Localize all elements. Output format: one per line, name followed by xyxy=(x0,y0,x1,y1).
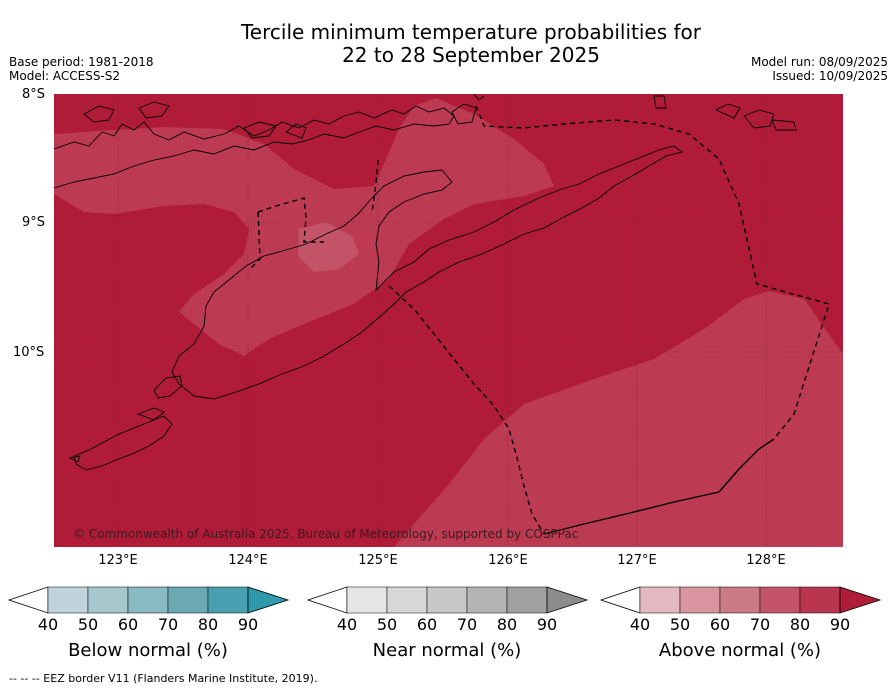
graticule xyxy=(54,94,843,547)
lat-label-8s: 8°S xyxy=(22,87,46,102)
colorbar-near-tick: 40 xyxy=(336,615,358,634)
colorbar-above-tick: 90 xyxy=(829,615,851,634)
lat-label-10s: 10°S xyxy=(13,345,45,360)
lon-label-124e: 124°E xyxy=(228,553,268,568)
model-name: Model: ACCESS-S2 xyxy=(9,69,121,83)
colorbar-near-tick: 90 xyxy=(536,615,558,634)
colorbar-below-tick: 60 xyxy=(117,615,139,634)
colorbar-near-tick: 70 xyxy=(456,615,478,634)
colorbar-above-tick: 80 xyxy=(789,615,811,634)
colorbar-below-tick: 40 xyxy=(37,615,59,634)
eez-footnote: -- -- -- EEZ border V11 (Flanders Marine… xyxy=(9,672,318,685)
lon-label-126e: 126°E xyxy=(488,553,528,568)
region-above-80-north xyxy=(54,98,554,356)
colorbar-above-label: Above normal (%) xyxy=(658,640,822,661)
colorbar-near-label: Near normal (%) xyxy=(372,640,522,661)
colorbar-near-tick: 80 xyxy=(496,615,518,634)
lon-label-127e: 127°E xyxy=(617,553,657,568)
lat-label-9s: 9°S xyxy=(22,215,46,230)
map-credit: © Commonwealth of Australia 2025, Bureau… xyxy=(73,527,579,541)
colorbar-above-tick: 70 xyxy=(749,615,771,634)
colorbar-below-normal xyxy=(8,586,290,614)
region-above-70-inner xyxy=(298,222,359,272)
lon-label-125e: 125°E xyxy=(358,553,398,568)
base-period: Base period: 1981-2018 xyxy=(9,55,154,69)
colorbar-near-tick: 60 xyxy=(416,615,438,634)
colorbar-near-tick: 50 xyxy=(376,615,398,634)
lon-label-128e: 128°E xyxy=(746,553,786,568)
colorbar-below-label: Below normal (%) xyxy=(68,640,228,661)
lon-label-123e: 123°E xyxy=(98,553,138,568)
colorbar-above-tick: 50 xyxy=(669,615,691,634)
colorbar-above-tick: 40 xyxy=(629,615,651,634)
region-above-80-south xyxy=(394,291,843,547)
colorbar-below-tick: 80 xyxy=(197,615,219,634)
colorbar-below-tick: 50 xyxy=(77,615,99,634)
coastlines xyxy=(54,94,797,471)
eez-border xyxy=(249,105,830,535)
colorbar-above-tick: 60 xyxy=(709,615,731,634)
map-title-line1: Tercile minimum temperature probabilitie… xyxy=(240,20,702,44)
probability-map xyxy=(54,94,843,547)
issued-date: Issued: 10/09/2025 xyxy=(772,69,888,83)
colorbar-near-normal xyxy=(307,586,589,614)
colorbar-below-tick: 70 xyxy=(157,615,179,634)
colorbar-below-tick: 90 xyxy=(237,615,259,634)
map-title-line2: 22 to 28 September 2025 xyxy=(342,43,600,67)
model-run: Model run: 08/09/2025 xyxy=(750,55,888,69)
colorbar-above-normal xyxy=(600,586,882,614)
